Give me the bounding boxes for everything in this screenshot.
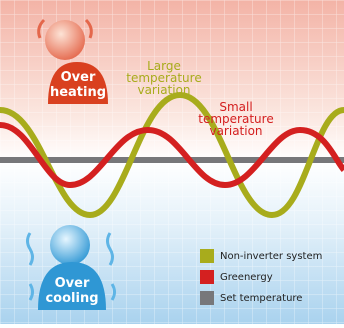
hot-head	[45, 20, 85, 60]
text-line: Large	[147, 59, 181, 73]
text-line: variation	[209, 124, 262, 138]
text-line: temperature	[126, 71, 201, 85]
cold-body	[38, 262, 106, 310]
legend-label: Non-inverter system	[220, 251, 322, 262]
text-line: variation	[137, 83, 190, 97]
legend-swatch	[200, 270, 214, 284]
legend-label: Greenergy	[220, 272, 273, 283]
overcooling-label: Over cooling	[45, 276, 98, 306]
text-line: heating	[50, 85, 106, 100]
heat-marks	[37, 18, 93, 39]
cold-head	[50, 225, 90, 265]
text-line: Over	[55, 276, 90, 291]
cold-marks	[26, 232, 116, 301]
text-line: cooling	[45, 291, 98, 306]
text-line: temperature	[198, 112, 273, 126]
legend-label: Set temperature	[220, 293, 302, 304]
greenergy-curve	[0, 122, 344, 189]
text-line: Small	[219, 100, 252, 114]
text-line: Over	[61, 70, 96, 85]
small-variation-label: Small temperature variation	[198, 100, 273, 138]
legend-swatch	[200, 249, 214, 263]
non-inverter-curve	[0, 91, 344, 219]
hot-body	[48, 62, 108, 104]
legend-swatch	[200, 291, 214, 305]
overheating-label: Over heating	[50, 70, 106, 100]
legend: Non-inverter system Greenergy Set temperat…	[200, 249, 322, 305]
large-variation-label: Large temperature variation	[126, 59, 201, 97]
